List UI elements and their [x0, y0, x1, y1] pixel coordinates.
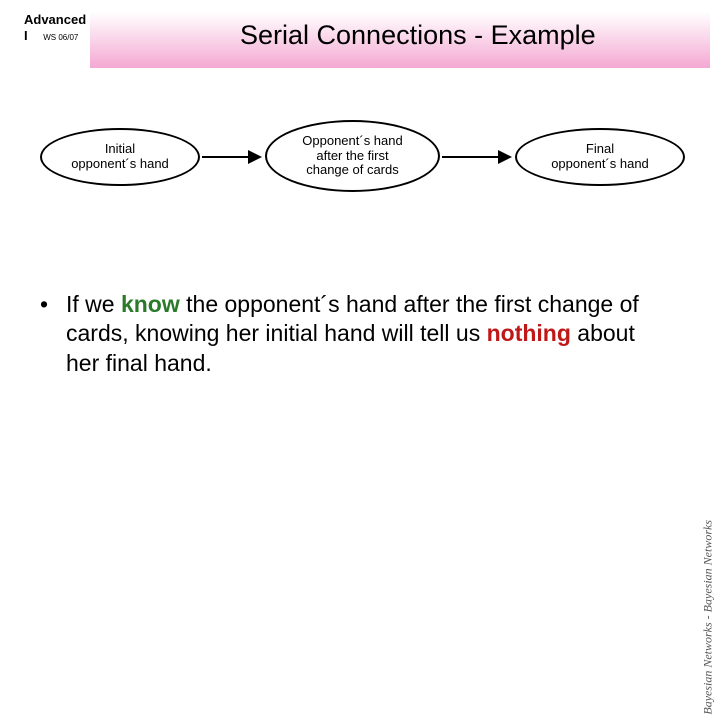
node-n2: Opponent´s handafter the firstchange of … — [265, 120, 440, 192]
side-caption: Bayesian Networks - Bayesian Networks — [701, 520, 716, 715]
semester-label: WS 06/07 — [43, 33, 78, 42]
course-label: Advanced I WS 06/07 — [24, 12, 86, 45]
serial-diagram: Initialopponent´s hand Opponent´s handaft… — [0, 120, 720, 220]
header-bar: Advanced I WS 06/07 Serial Connections -… — [0, 12, 720, 68]
arrow-n1-n2 — [202, 156, 260, 158]
node-n1: Initialopponent´s hand — [40, 128, 200, 186]
keyword-nothing: nothing — [487, 320, 571, 346]
course-line2-wrap: I WS 06/07 — [24, 28, 86, 44]
body-paragraph: • If we know the opponent´s hand after t… — [40, 290, 660, 378]
bullet-content: If we know the opponent´s hand after the… — [66, 290, 660, 378]
text-pre1: If we — [66, 291, 121, 317]
course-line2: I — [24, 28, 28, 43]
arrow-n2-n3 — [442, 156, 510, 158]
bullet-mark: • — [40, 290, 66, 378]
node-n3: Finalopponent´s hand — [515, 128, 685, 186]
course-line1: Advanced — [24, 12, 86, 28]
keyword-know: know — [121, 291, 180, 317]
slide-title: Serial Connections - Example — [240, 20, 596, 51]
